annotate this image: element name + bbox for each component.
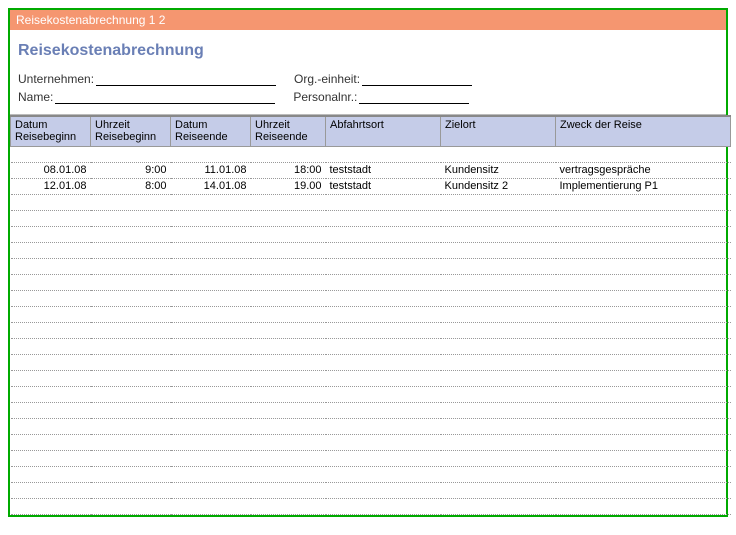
personalnr-label: Personalnr.: — [293, 90, 357, 104]
cell: 08.01.08 — [11, 162, 91, 178]
blank-row — [11, 290, 731, 306]
blank-row — [11, 354, 731, 370]
blank-row — [11, 386, 731, 402]
cell: 9:00 — [91, 162, 171, 178]
table-row: 12.01.088:0014.01.0819.00teststadtKunden… — [11, 178, 731, 194]
blank-row — [11, 450, 731, 466]
cell: 11.01.08 — [171, 162, 251, 178]
name-field[interactable] — [55, 90, 275, 104]
blank-row — [11, 258, 731, 274]
page-title: Reisekostenabrechnung — [10, 30, 726, 72]
cell: teststadt — [326, 178, 441, 194]
blank-row — [11, 370, 731, 386]
cell: 18:00 — [251, 162, 326, 178]
blank-row — [11, 194, 731, 210]
form-area: Unternehmen: Org.-einheit: Name: Persona… — [10, 72, 726, 115]
titlebar: Reisekostenabrechnung 1 2 — [10, 10, 726, 30]
name-label: Name: — [18, 90, 53, 104]
company-field[interactable] — [96, 72, 276, 86]
cell: Implementierung P1 — [556, 178, 731, 194]
content: Reisekostenabrechnung Unternehmen: Org.-… — [10, 30, 726, 515]
col-header: UhrzeitReiseende — [251, 116, 326, 146]
cell: Kundensitz 2 — [441, 178, 556, 194]
cell: 19.00 — [251, 178, 326, 194]
orgunit-field[interactable] — [362, 72, 472, 86]
blank-row — [11, 210, 731, 226]
window: Reisekostenabrechnung 1 2 Reisekostenabr… — [8, 8, 728, 517]
blank-row — [11, 338, 731, 354]
col-header: DatumReisebeginn — [11, 116, 91, 146]
blank-row — [11, 226, 731, 242]
blank-row — [11, 482, 731, 498]
blank-row — [11, 322, 731, 338]
table-row: 08.01.089:0011.01.0818:00teststadtKunden… — [11, 162, 731, 178]
blank-row — [11, 498, 731, 514]
col-header: Abfahrtsort — [326, 116, 441, 146]
personalnr-field[interactable] — [359, 90, 469, 104]
cell: 8:00 — [91, 178, 171, 194]
col-header: Zielort — [441, 116, 556, 146]
travel-table: DatumReisebeginnUhrzeitReisebeginnDatumR… — [10, 115, 731, 515]
cell: Kundensitz — [441, 162, 556, 178]
col-header: UhrzeitReisebeginn — [91, 116, 171, 146]
cell: teststadt — [326, 162, 441, 178]
blank-row — [11, 418, 731, 434]
col-header: Zweck der Reise — [556, 116, 731, 146]
blank-row — [11, 466, 731, 482]
table-header-row: DatumReisebeginnUhrzeitReisebeginnDatumR… — [11, 116, 731, 146]
orgunit-label: Org.-einheit: — [294, 72, 360, 86]
company-label: Unternehmen: — [18, 72, 94, 86]
cell: 12.01.08 — [11, 178, 91, 194]
window-title: Reisekostenabrechnung 1 2 — [16, 13, 165, 27]
blank-row — [11, 274, 731, 290]
blank-row — [11, 402, 731, 418]
col-header: DatumReiseende — [171, 116, 251, 146]
blank-row — [11, 434, 731, 450]
cell: vertragsgespräche — [556, 162, 731, 178]
blank-row — [11, 306, 731, 322]
cell: 14.01.08 — [171, 178, 251, 194]
blank-row — [11, 242, 731, 258]
